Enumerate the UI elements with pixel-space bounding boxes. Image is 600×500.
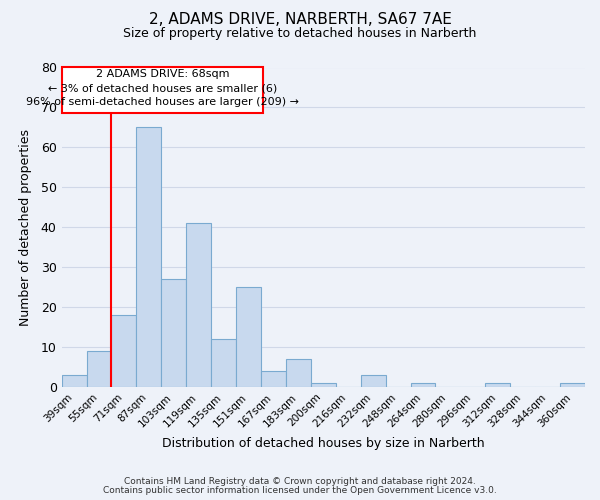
Bar [211,339,236,387]
Bar [136,128,161,387]
Text: Contains HM Land Registry data © Crown copyright and database right 2024.: Contains HM Land Registry data © Crown c… [124,477,476,486]
X-axis label: Distribution of detached houses by size in Narberth: Distribution of detached houses by size … [162,437,485,450]
Bar [161,279,186,387]
FancyBboxPatch shape [62,68,263,114]
Y-axis label: Number of detached properties: Number of detached properties [19,128,32,326]
Bar [311,383,336,387]
Text: 2 ADAMS DRIVE: 68sqm
← 3% of detached houses are smaller (6)
96% of semi-detache: 2 ADAMS DRIVE: 68sqm ← 3% of detached ho… [26,70,299,108]
Bar [361,375,386,387]
Bar [410,383,436,387]
Text: Contains public sector information licensed under the Open Government Licence v3: Contains public sector information licen… [103,486,497,495]
Bar [286,359,311,387]
Text: Size of property relative to detached houses in Narberth: Size of property relative to detached ho… [124,28,476,40]
Bar [112,315,136,387]
Bar [485,383,510,387]
Bar [86,351,112,387]
Bar [236,287,261,387]
Bar [261,371,286,387]
Bar [62,375,86,387]
Bar [186,223,211,387]
Bar [560,383,585,387]
Text: 2, ADAMS DRIVE, NARBERTH, SA67 7AE: 2, ADAMS DRIVE, NARBERTH, SA67 7AE [149,12,451,28]
